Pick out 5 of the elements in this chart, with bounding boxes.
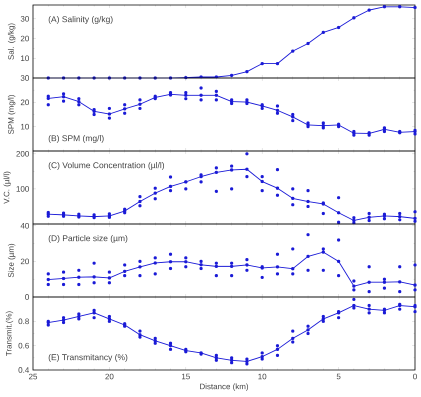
annotation: (A) Salinity (g/kg) [48, 16, 113, 24]
annotation: (D) Particle size (µm) [48, 235, 128, 243]
annotation: (E) Transmitancy (%) [48, 354, 128, 362]
annotation: (C) Volume Concentration (µl/l) [48, 162, 164, 170]
annotation: (B) SPM (mg/l) [48, 135, 104, 143]
